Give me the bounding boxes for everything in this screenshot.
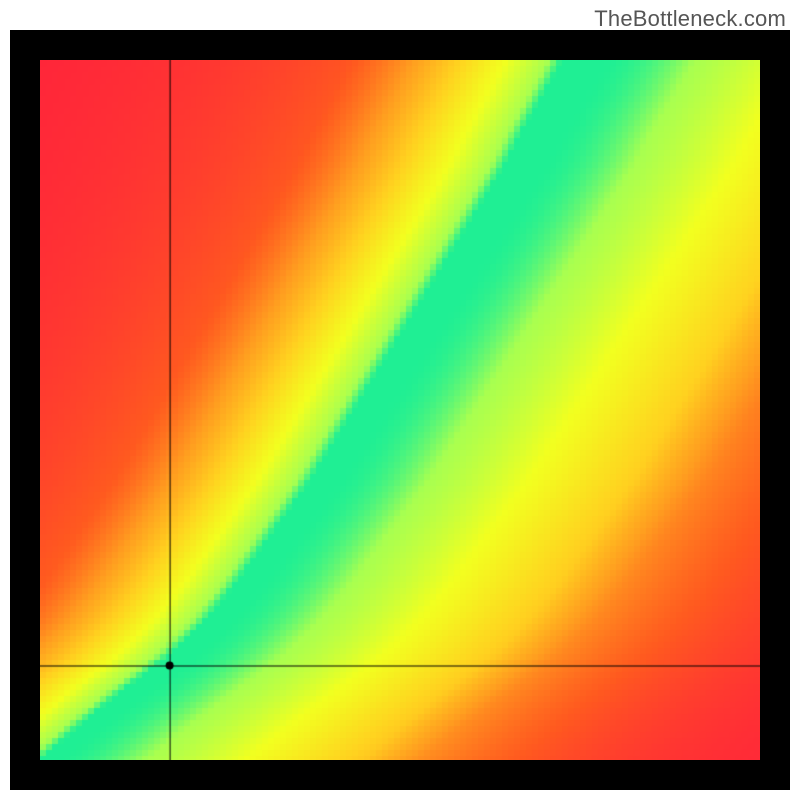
heatmap-plot xyxy=(40,60,760,760)
chart-container: TheBottleneck.com xyxy=(0,0,800,800)
watermark-label: TheBottleneck.com xyxy=(594,6,786,32)
